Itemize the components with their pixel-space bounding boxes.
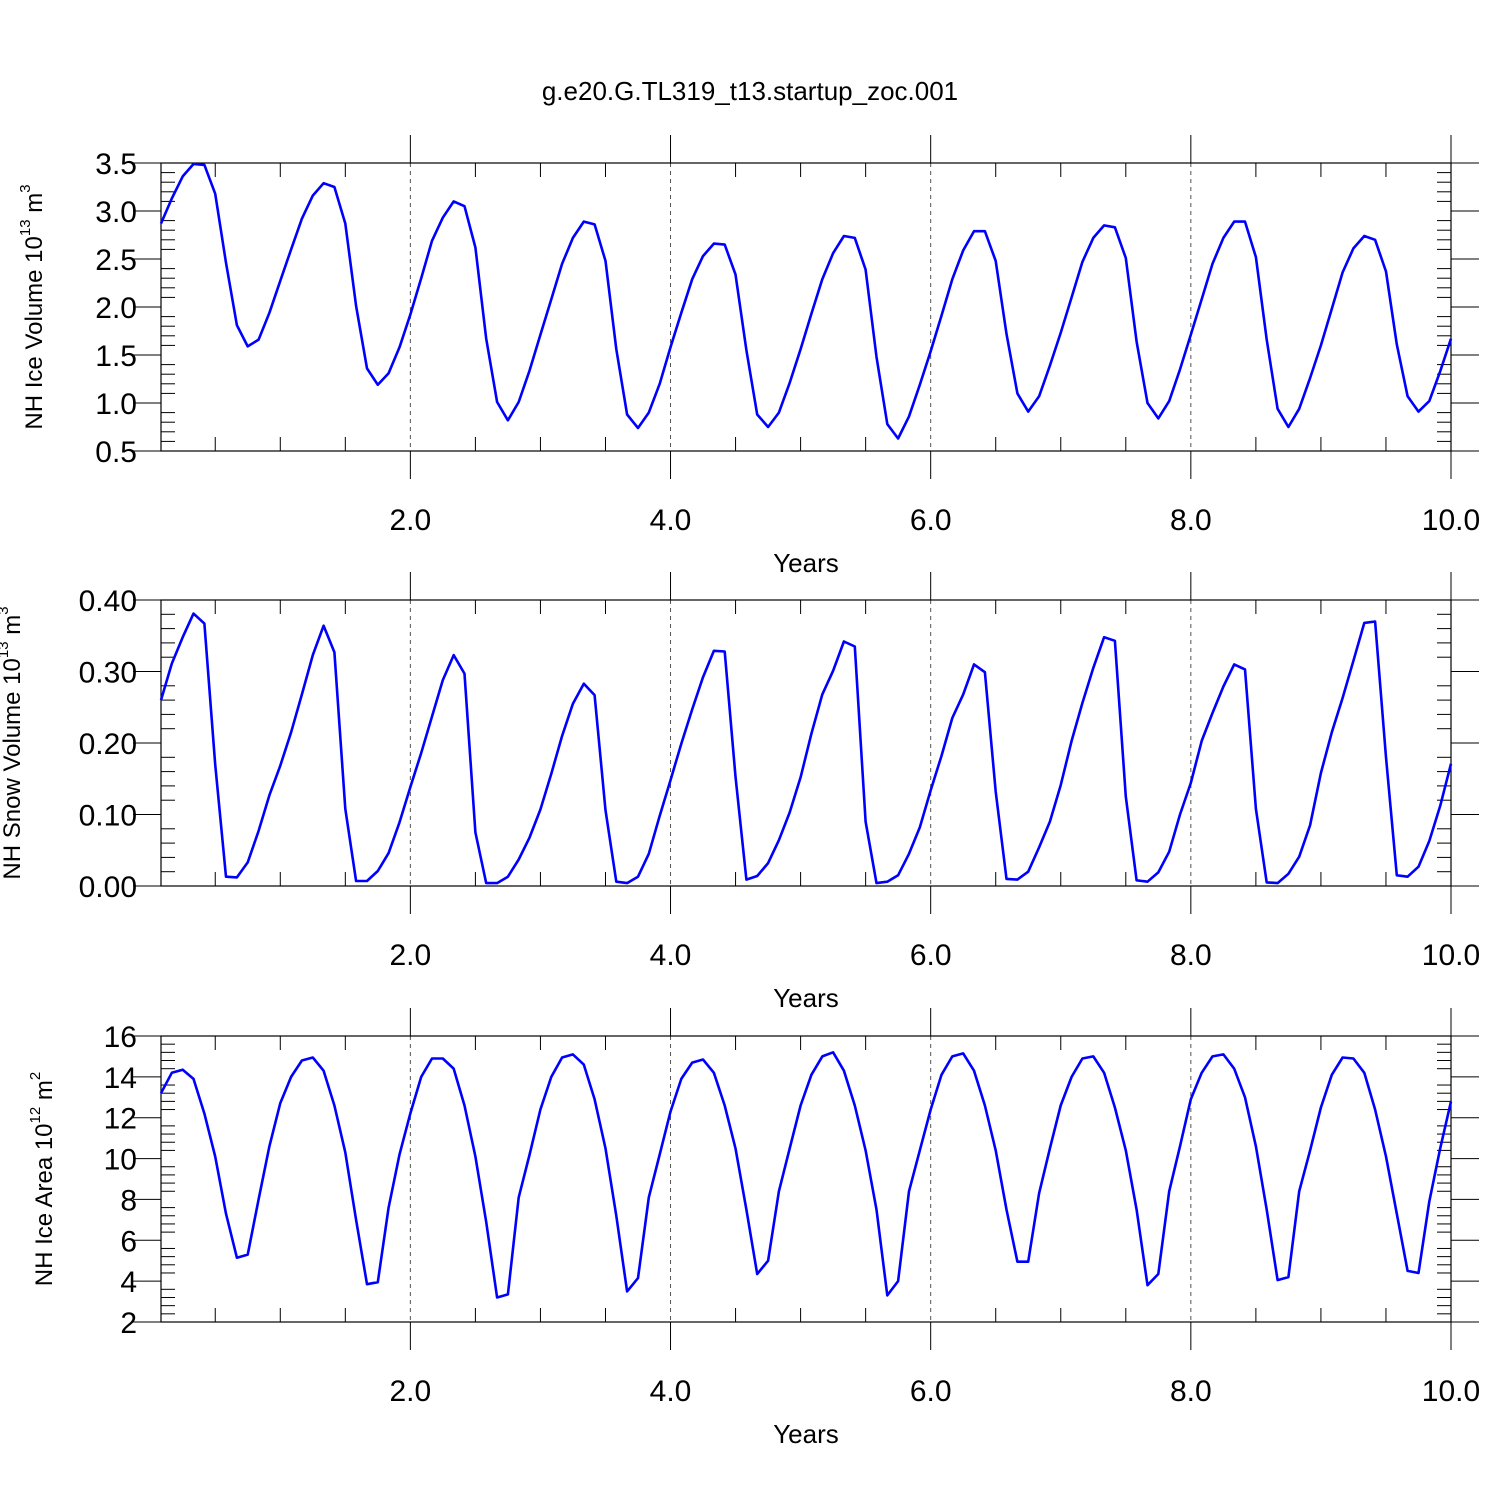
ice-volume-ytick-label: 0.5 <box>95 436 137 469</box>
ice-area-panel: NH Ice Area 1012 m2 Years 2.0 4.0 6.0 8.0 10… <box>27 1008 1480 1449</box>
ice-volume-ytick-label: 3.0 <box>95 196 137 229</box>
snow-volume-ytick-label: 0.40 <box>79 585 137 618</box>
snow-volume-series-line <box>159 612 1453 885</box>
snow-volume-xtick-label: 10.0 <box>1422 939 1480 972</box>
ice-volume-ylabel: NH Ice Volume 1013 m3 <box>17 184 48 429</box>
snow-volume-xtick-label: 6.0 <box>910 939 952 972</box>
ice-volume-ytick-label: 2.0 <box>95 292 137 325</box>
ice-volume-xtick-label: 2.0 <box>390 504 432 537</box>
figure-title: g.e20.G.TL319_t13.startup_zoc.001 <box>542 76 958 106</box>
ice-volume-xtick-label: 10.0 <box>1422 504 1480 537</box>
ice-area-ytick-label: 8 <box>120 1184 137 1217</box>
snow-volume-xtick-label: 4.0 <box>650 939 692 972</box>
ice-volume-series-line <box>159 162 1453 440</box>
ice-volume-ytick-label: 3.5 <box>95 148 137 181</box>
ice-volume-plot-frame <box>160 162 1452 452</box>
ice-volume-xtick-label: 6.0 <box>910 504 952 537</box>
ice-area-series-line <box>159 1051 1453 1299</box>
ice-volume-xtick-label: 8.0 <box>1170 504 1212 537</box>
ice-area-xtick-label: 2.0 <box>390 1375 432 1408</box>
ice-area-xlabel: Years <box>773 1419 839 1449</box>
snow-volume-plot-frame <box>160 599 1452 887</box>
ice-volume-xtick-label: 4.0 <box>650 504 692 537</box>
ice-area-xtick-label: 6.0 <box>910 1375 952 1408</box>
snow-volume-ytick-label: 0.10 <box>79 800 137 833</box>
snow-volume-xlabel: Years <box>773 983 839 1013</box>
snow-volume-panel: NH Snow Volume 1013 m3 Years 2.0 4.0 6.0 8.… <box>0 572 1480 1013</box>
ice-area-ylabel: NH Ice Area 1012 m2 <box>27 1072 58 1286</box>
snow-volume-ylabel: NH Snow Volume 1013 m3 <box>0 606 26 879</box>
ice-area-ytick-label: 4 <box>120 1266 137 1299</box>
ice-area-ytick-label: 10 <box>104 1144 137 1177</box>
ice-volume-xlabel: Years <box>773 548 839 578</box>
snow-volume-ytick-label: 0.30 <box>79 657 137 690</box>
ice-area-xtick-label: 8.0 <box>1170 1375 1212 1408</box>
ice-volume-ytick-label: 2.5 <box>95 244 137 277</box>
ice-volume-panel: NH Ice Volume 1013 m3 Years 2.0 4.0 6.0 8.0… <box>17 135 1480 578</box>
ice-volume-ytick-label: 1.5 <box>95 340 137 373</box>
ice-area-ytick-label: 2 <box>120 1307 137 1340</box>
snow-volume-xtick-label: 8.0 <box>1170 939 1212 972</box>
ice-area-plot-frame <box>160 1035 1452 1323</box>
ice-area-ytick-label: 12 <box>104 1103 137 1136</box>
snow-volume-ytick-label: 0.20 <box>79 728 137 761</box>
ice-area-xtick-label: 4.0 <box>650 1375 692 1408</box>
snow-volume-xtick-label: 2.0 <box>390 939 432 972</box>
ice-area-ytick-label: 6 <box>120 1225 137 1258</box>
snow-volume-ytick-label: 0.00 <box>79 871 137 904</box>
ice-area-ytick-label: 16 <box>104 1021 137 1054</box>
ice-area-xtick-label: 10.0 <box>1422 1375 1480 1408</box>
ice-volume-ytick-label: 1.0 <box>95 388 137 421</box>
ice-area-ytick-label: 14 <box>104 1062 137 1095</box>
